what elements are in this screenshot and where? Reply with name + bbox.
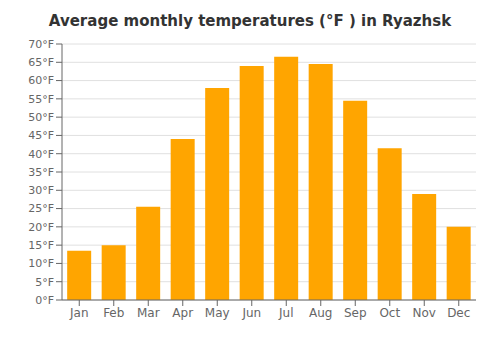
svg-text:Oct: Oct [379,306,400,320]
svg-text:35°F: 35°F [28,166,54,179]
svg-text:0°F: 0°F [35,294,54,307]
svg-text:50°F: 50°F [28,111,54,124]
svg-text:Nov: Nov [413,306,436,320]
svg-text:Apr: Apr [172,306,193,320]
svg-text:30°F: 30°F [28,184,54,197]
svg-text:25°F: 25°F [28,202,54,215]
html-text:Average monthly temperatures (: Average monthly temperatures (°F ) in Ry… [48,12,452,30]
svg-text:Jan: Jan [69,306,89,320]
svg-text:Feb: Feb [103,306,124,320]
svg-text:60°F: 60°F [28,74,54,87]
svg-text:Jun: Jun [241,306,261,320]
svg-text:40°F: 40°F [28,148,54,161]
svg-text:20°F: 20°F [28,221,54,234]
svg-text:10°F: 10°F [28,257,54,270]
svg-text:Mar: Mar [137,306,160,320]
svg-text:May: May [205,306,230,320]
svg-text:70°F: 70°F [28,38,54,51]
svg-text:Jul: Jul [278,306,293,320]
svg-text:15°F: 15°F [28,239,54,252]
svg-text:Sep: Sep [344,306,367,320]
svg-text:45°F: 45°F [28,129,54,142]
svg-text:5°F: 5°F [35,276,54,289]
svg-text:55°F: 55°F [28,93,54,106]
svg-text:Aug: Aug [309,306,332,320]
svg-text:65°F: 65°F [28,56,54,69]
svg-text:Dec: Dec [447,306,470,320]
